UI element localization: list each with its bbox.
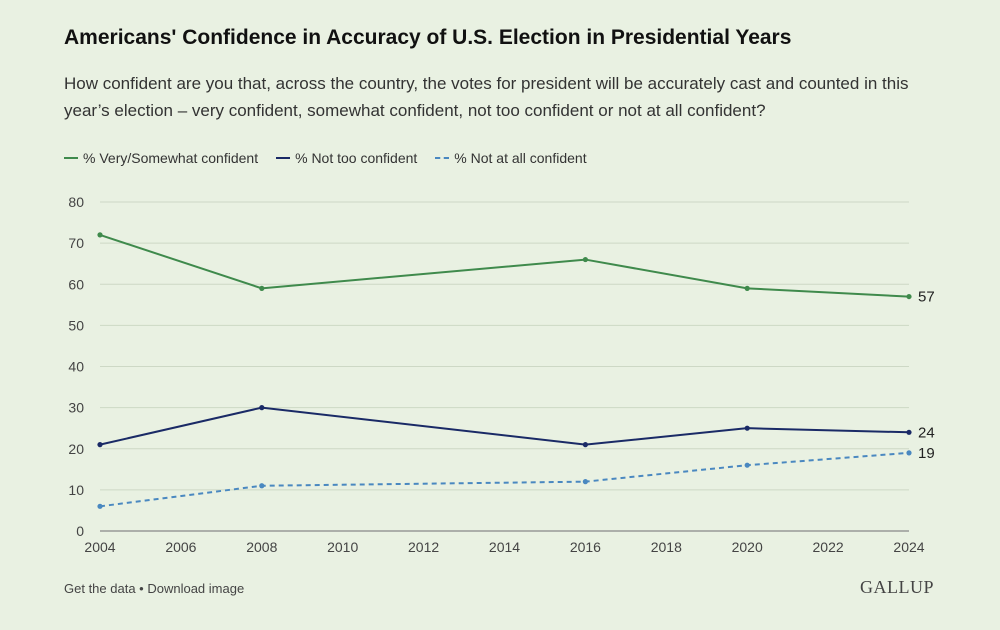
data-point-1-2016 (582, 442, 589, 448)
y-tick-label-10: 10 (68, 482, 84, 498)
y-tick-label-30: 30 (68, 400, 84, 416)
x-tick-label-2012: 2012 (408, 539, 439, 555)
y-tick-label-80: 80 (68, 194, 84, 210)
data-point-1-2024 (906, 429, 912, 435)
data-point-0-2020 (744, 285, 750, 291)
data-point-1-2004 (97, 442, 103, 448)
legend-swatch-not-at-all (435, 157, 450, 159)
y-tick-label-20: 20 (68, 441, 84, 457)
y-tick-label-60: 60 (68, 276, 84, 292)
legend-item-not-at-all[interactable]: % Not at all confident (435, 150, 587, 166)
x-tick-label-2010: 2010 (327, 539, 358, 555)
footer-links: Get the data • Download image (64, 581, 244, 596)
download-image-link[interactable]: Download image (147, 581, 245, 596)
data-point-2-2024 (906, 450, 912, 456)
x-tick-label-2006: 2006 (165, 539, 196, 555)
x-tick-label-2014: 2014 (489, 539, 520, 555)
legend-swatch-very-somewhat (64, 157, 78, 159)
legend-label-very-somewhat: % Very/Somewhat confident (83, 150, 259, 166)
x-tick-label-2020: 2020 (732, 539, 763, 555)
data-point-2-2004 (97, 503, 103, 509)
data-point-1-2008 (259, 405, 265, 411)
y-tick-label-70: 70 (68, 235, 84, 251)
y-tick-label-50: 50 (68, 317, 84, 333)
end-label-0: 57 (918, 289, 935, 306)
x-tick-label-2018: 2018 (651, 539, 682, 555)
end-label-2: 19 (918, 445, 935, 462)
legend-swatch-not-too (276, 157, 291, 159)
legend-label-not-at-all: % Not at all confident (454, 150, 587, 166)
data-point-1-2020 (744, 425, 750, 431)
x-tick-label-2024: 2024 (893, 539, 924, 555)
data-point-2-2016 (582, 479, 589, 485)
gallup-logo: GALLUP (860, 577, 934, 597)
legend-label-not-too: % Not too confident (295, 150, 418, 166)
end-label-1: 24 (918, 424, 935, 441)
chart-subtitle: How confident are you that, across the c… (64, 74, 909, 120)
data-point-2-2008 (259, 483, 265, 489)
x-tick-label-2022: 2022 (813, 539, 844, 555)
x-tick-label-2004: 2004 (84, 539, 115, 555)
legend-item-very-somewhat[interactable]: % Very/Somewhat confident (64, 150, 258, 166)
legend-item-not-too[interactable]: % Not too confident (276, 150, 417, 166)
series-line-2 (99, 451, 910, 508)
x-tick-label-2016: 2016 (570, 539, 601, 555)
data-point-0-2016 (582, 256, 589, 263)
data-point-0-2024 (906, 293, 912, 300)
data-point-0-2004 (97, 232, 103, 238)
footer-separator: • (135, 581, 148, 596)
y-tick-label-0: 0 (76, 523, 84, 539)
series-line-0 (99, 233, 910, 298)
y-tick-label-40: 40 (68, 359, 84, 375)
data-point-2-2020 (744, 462, 750, 468)
x-tick-label-2008: 2008 (246, 539, 277, 555)
chart-title: Americans' Confidence in Accuracy of U.S… (64, 26, 792, 49)
data-point-0-2008 (259, 285, 265, 291)
series-line-1 (99, 406, 910, 446)
get-data-link[interactable]: Get the data (64, 581, 136, 596)
legend: % Very/Somewhat confident % Not too conf… (64, 150, 605, 166)
line-chart: 0 10 20 30 40 50 60 70 80 2004 2006 2008 2010 2012 201… (68, 194, 935, 555)
